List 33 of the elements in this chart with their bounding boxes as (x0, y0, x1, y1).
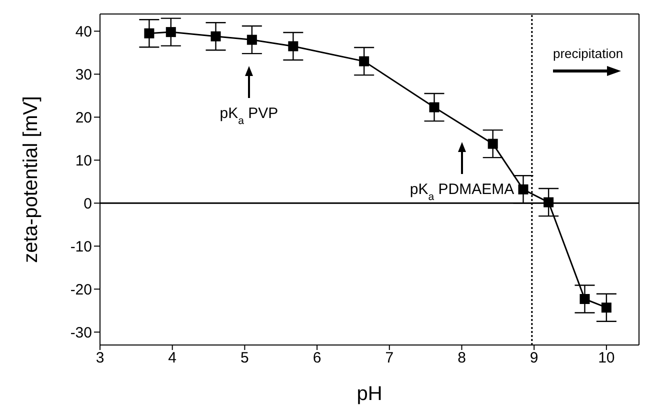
annotation: pK$_{a}$ PVP (220, 105, 278, 127)
point (544, 197, 554, 208)
x-tick-label: 3 (96, 350, 104, 367)
point (144, 28, 154, 38)
y-tick-label: 40 (75, 24, 92, 41)
point (288, 41, 298, 52)
y-tick-label: -10 (70, 238, 92, 256)
x-axis-title: pH (356, 383, 382, 405)
x-tick-label: 4 (168, 350, 177, 367)
x-tick-label: 8 (458, 350, 466, 367)
point (601, 302, 612, 313)
x-tick-label: 9 (530, 350, 538, 367)
point (246, 34, 257, 45)
point (166, 27, 176, 38)
annotation: precipitation (553, 46, 624, 61)
y-tick-label: 20 (75, 109, 92, 126)
x-tick-label: 6 (312, 350, 322, 367)
y-tick-label: -20 (70, 281, 92, 298)
y-axis-title: zeta-potential [mV] (20, 96, 42, 263)
point (429, 102, 440, 112)
x-tick-label: 10 (598, 350, 615, 367)
y-tick-label: 0 (84, 195, 92, 212)
y-tick-label: 10 (75, 152, 92, 170)
point (210, 31, 221, 42)
point (359, 56, 370, 66)
point (518, 184, 528, 194)
y-tick-label: -30 (70, 324, 92, 342)
x-tick-label: 7 (385, 350, 394, 367)
x-tick-label: 5 (240, 350, 249, 367)
annotation: pK$_{a}$ PDMAEMA (410, 181, 514, 203)
y-tick-label: 30 (75, 66, 92, 84)
point (488, 138, 498, 149)
point (580, 294, 590, 304)
